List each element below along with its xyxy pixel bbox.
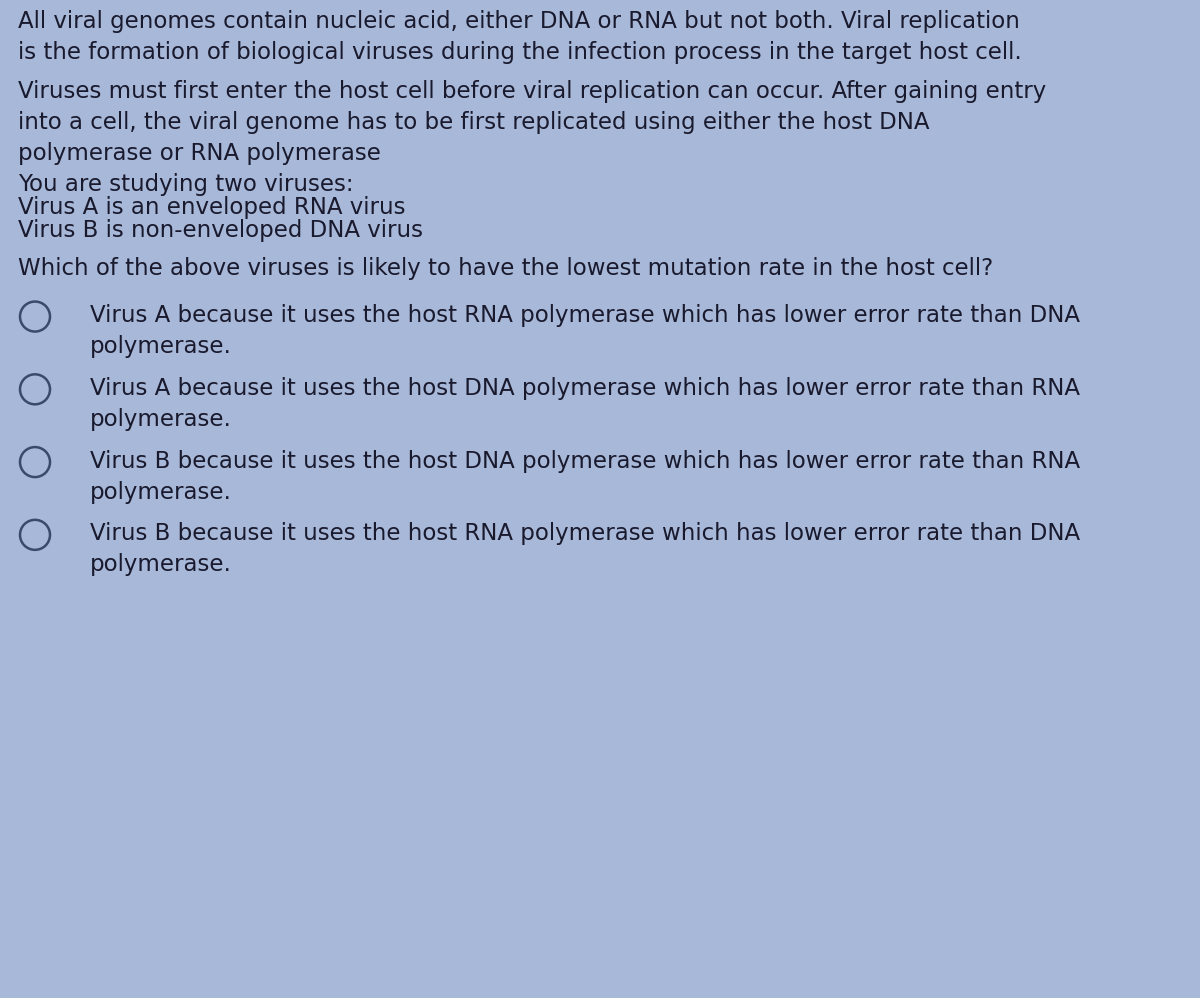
Text: Virus A because it uses the host RNA polymerase which has lower error rate than : Virus A because it uses the host RNA pol…	[90, 304, 1080, 358]
Text: Viruses must first enter the host cell before viral replication can occur. After: Viruses must first enter the host cell b…	[18, 80, 1046, 166]
Text: You are studying two viruses:: You are studying two viruses:	[18, 174, 354, 197]
Text: Which of the above viruses is likely to have the lowest mutation rate in the hos: Which of the above viruses is likely to …	[18, 256, 994, 279]
Text: All viral genomes contain nucleic acid, either DNA or RNA but not both. Viral re: All viral genomes contain nucleic acid, …	[18, 10, 1021, 64]
Text: Virus B is non-enveloped DNA virus: Virus B is non-enveloped DNA virus	[18, 219, 424, 242]
Text: Virus A because it uses the host DNA polymerase which has lower error rate than : Virus A because it uses the host DNA pol…	[90, 377, 1080, 431]
Text: Virus B because it uses the host RNA polymerase which has lower error rate than : Virus B because it uses the host RNA pol…	[90, 522, 1080, 577]
Text: Virus B because it uses the host DNA polymerase which has lower error rate than : Virus B because it uses the host DNA pol…	[90, 449, 1080, 504]
Text: Virus A is an enveloped RNA virus: Virus A is an enveloped RNA virus	[18, 197, 406, 220]
